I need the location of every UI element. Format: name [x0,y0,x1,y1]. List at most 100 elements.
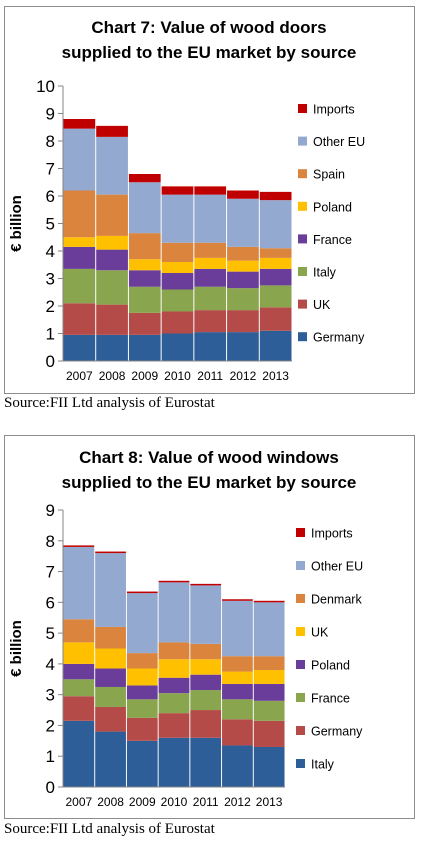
bar-segment-germany-2013 [253,720,285,747]
bar-segment-germany-2007 [63,334,96,361]
y-tick-label: 6 [46,187,55,206]
legend-swatch-france [296,693,305,702]
y-tick-label: 3 [46,270,55,289]
bar-segment-denmark-2012 [222,656,253,672]
legend-swatch-germany [298,332,307,342]
bar-segment-poland-2013 [253,683,285,701]
y-tick-label: 7 [46,160,55,179]
bar-segment-spain-2013 [259,248,292,258]
bar-segment-other-eu-2013 [253,602,285,657]
bar-segment-poland-2011 [190,674,222,691]
bar-segment-denmark-2010 [158,642,190,660]
bar-segment-poland-2011 [194,257,227,269]
bar-segment-other-eu-2012 [227,198,259,247]
bar-segment-france-2010 [158,693,190,714]
x-tick-label: 2012 [224,795,251,809]
x-tick-label: 2008 [97,795,124,809]
legend-label-imports: Imports [311,527,353,541]
bar-segment-spain-2008 [96,194,128,236]
bar-segment-other-eu-2008 [96,136,128,195]
bar-segment-other-eu-2009 [128,182,161,234]
legend-swatch-italy [298,267,307,276]
chart-8: Chart 8: Value of wood windows supplied t… [8,448,363,809]
legend-label-italy: Italy [311,758,335,772]
bar-segment-imports-2010 [158,580,190,583]
bar-segment-france-2008 [96,249,128,271]
x-tick-label: 2007 [66,795,93,809]
legend-swatch-uk [296,627,305,636]
bar-segment-uk-2008 [95,648,126,669]
bar-segment-poland-2009 [126,685,158,700]
x-tick-label: 2009 [131,369,158,383]
bar-segment-germany-2012 [222,719,253,746]
legend-label-poland: Poland [313,200,352,214]
legend-label-germany: Germany [313,331,365,345]
legend-swatch-other-eu [298,136,307,146]
bar-segment-italy-2011 [190,737,222,787]
bar-segment-germany-2012 [227,332,259,361]
y-axis-label: € billion [8,195,25,252]
x-tick-label: 2007 [66,369,93,383]
bar-segment-imports-2011 [190,583,222,586]
bar-segment-other-eu-2007 [63,546,95,620]
y-tick-label: 4 [46,242,55,261]
legend-label-france: France [311,692,350,706]
bar-segment-france-2007 [63,246,96,269]
bar-segment-uk-2011 [194,310,227,333]
bar-segment-italy-2012 [227,288,259,311]
bar-segment-italy-2008 [95,731,126,787]
bar-segment-imports-2010 [161,186,194,195]
x-tick-label: 2010 [161,795,188,809]
bar-segment-italy-2013 [259,285,292,308]
y-tick-label: 5 [46,215,55,234]
legend-swatch-imports [296,528,305,537]
y-axis-label: € billion [8,620,25,677]
bar-segment-germany-2013 [259,330,292,361]
chart-title-line-2: supplied to the EU market by source [62,43,357,62]
bar-segment-poland-2012 [222,683,253,700]
bar-segment-imports-2009 [126,591,158,594]
legend-label-uk: UK [313,298,331,312]
bar-segment-spain-2012 [227,246,259,261]
bar-segment-france-2009 [126,699,158,718]
bar-segment-uk-2010 [158,659,190,678]
bar-segment-france-2009 [128,270,161,287]
legend-label-spain: Spain [313,168,345,182]
bar-segment-spain-2007 [63,190,96,238]
y-tick-label: 2 [46,297,55,316]
bar-segment-italy-2010 [161,289,194,312]
bar-segment-france-2011 [190,690,222,711]
bar-segment-uk-2012 [222,671,253,684]
bar-segment-poland-2009 [128,259,161,271]
bar-segment-denmark-2007 [63,619,95,643]
legend-label-imports: Imports [313,103,355,117]
bar-segment-imports-2011 [194,186,227,195]
bar-segment-france-2013 [253,700,285,721]
y-tick-label: 8 [46,532,55,551]
legend-label-uk: UK [311,626,329,640]
bar-segment-uk-2008 [96,304,128,335]
legend-label-other-eu: Other EU [313,135,365,149]
legend-swatch-italy [296,759,305,768]
bar-segment-uk-2007 [63,642,95,664]
bar-segment-poland-2007 [63,663,95,680]
y-tick-label: 9 [46,105,55,124]
bar-segment-germany-2008 [95,706,126,732]
y-tick-label: 1 [46,747,55,766]
bar-segment-germany-2010 [161,333,194,361]
bar-segment-germany-2010 [158,713,190,738]
bar-segment-other-eu-2007 [63,128,96,191]
x-tick-label: 2011 [197,369,223,383]
legend-swatch-denmark [296,594,305,603]
bar-segment-other-eu-2011 [194,194,227,243]
bar-segment-poland-2010 [161,262,194,273]
bar-segment-italy-2009 [126,740,158,787]
y-tick-label: 8 [46,132,55,151]
bar-segment-italy-2007 [63,268,96,304]
bar-segment-france-2012 [222,699,253,720]
x-tick-label: 2009 [129,795,156,809]
bar-segment-other-eu-2010 [158,582,190,643]
chart-7-panel: Chart 7: Value of wood doors supplied to … [4,6,415,394]
bar-segment-other-eu-2008 [95,553,126,627]
bar-segment-denmark-2009 [126,653,158,669]
